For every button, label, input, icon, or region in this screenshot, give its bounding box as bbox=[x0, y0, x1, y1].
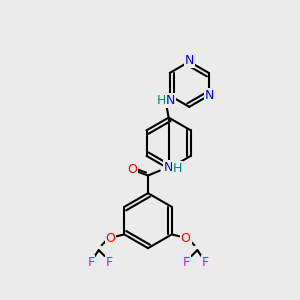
Text: N: N bbox=[166, 94, 175, 107]
Text: O: O bbox=[181, 232, 190, 245]
Text: F: F bbox=[183, 256, 190, 269]
Text: N: N bbox=[205, 89, 214, 102]
Text: N: N bbox=[164, 161, 173, 174]
Text: H: H bbox=[173, 162, 182, 175]
Text: O: O bbox=[106, 232, 116, 245]
Text: F: F bbox=[202, 256, 209, 269]
Text: N: N bbox=[184, 54, 194, 67]
Text: O: O bbox=[128, 163, 137, 176]
Text: F: F bbox=[87, 256, 94, 269]
Text: H: H bbox=[157, 94, 167, 107]
Text: F: F bbox=[106, 256, 113, 269]
